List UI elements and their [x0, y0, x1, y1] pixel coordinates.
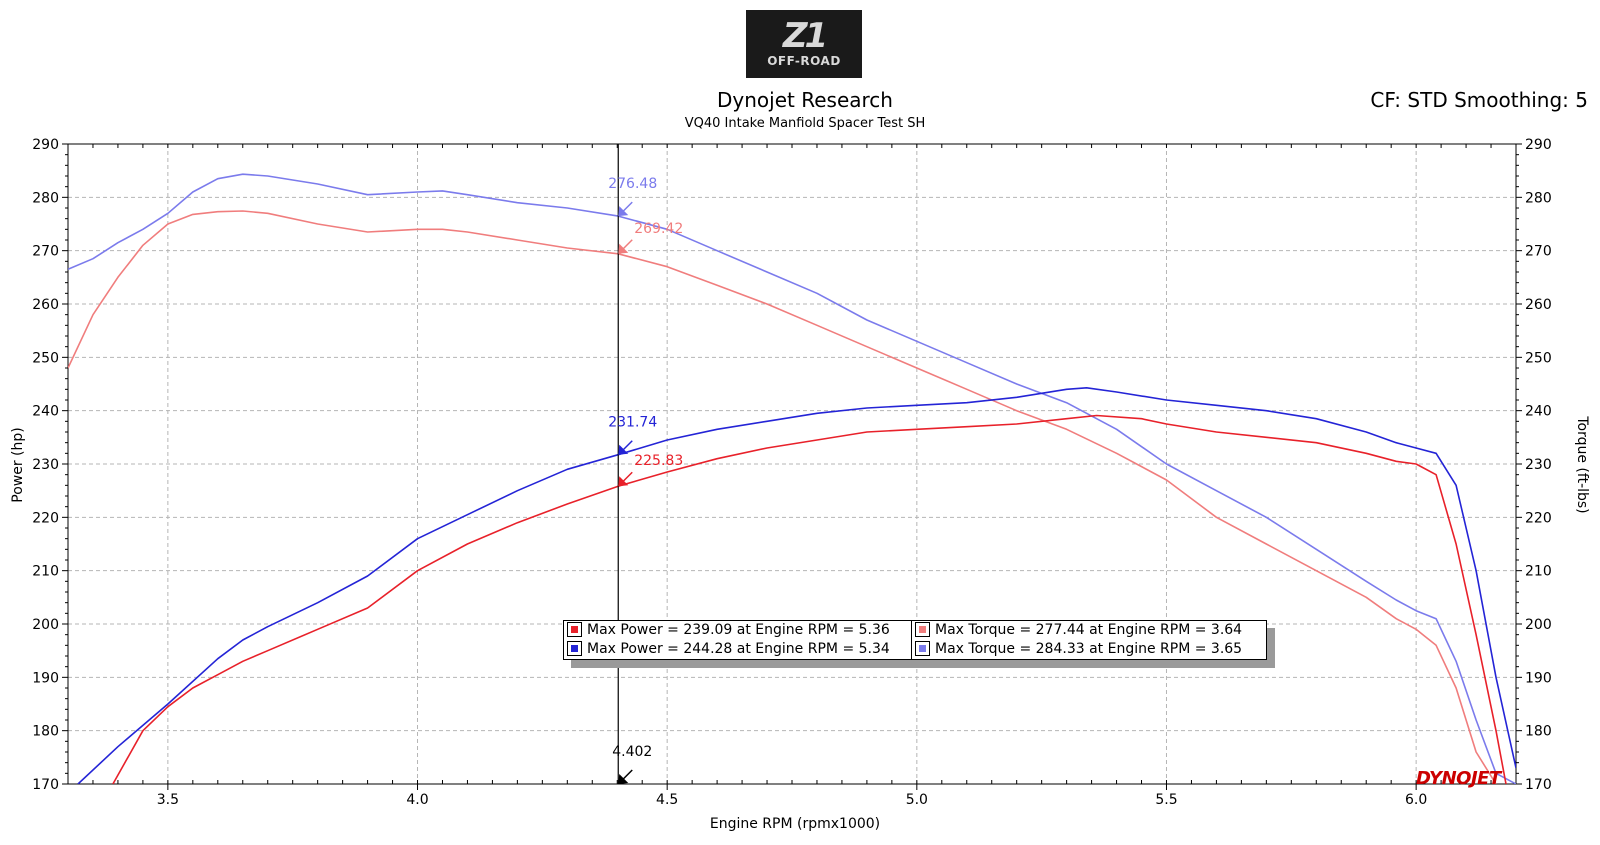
- legend-swatch-fill: [571, 625, 578, 633]
- y2-tick-label: 290: [1525, 137, 1552, 153]
- series-line-torque-red: [68, 210, 1497, 784]
- series-line-torque-blue: [68, 173, 1516, 784]
- y2-tick-label: 200: [1525, 617, 1552, 633]
- chart-subtitle: VQ40 Intake Manfiold Spacer Test SH: [684, 116, 926, 131]
- cursor-arrow-head: [618, 206, 629, 217]
- y2-tick-label: 210: [1525, 564, 1552, 580]
- y-tick-label: 270: [32, 244, 59, 260]
- x-tick-label: 4.5: [656, 792, 678, 808]
- chart-title: Dynojet Research: [717, 88, 893, 112]
- logo-subtext: OFF-ROAD: [767, 54, 841, 68]
- legend-text: Max Power = 244.28 at Engine RPM = 5.34: [587, 641, 890, 657]
- legend-swatch: [915, 621, 930, 637]
- plot-frame: [67, 143, 1517, 785]
- y-axis-label-right: Torque (ft-lbs): [1574, 415, 1590, 513]
- series-line-power-red: [112, 414, 1507, 784]
- y-tick-label: 190: [32, 670, 59, 686]
- legend-swatch-fill: [919, 644, 926, 652]
- cursor-arrow-head: [618, 774, 629, 784]
- grid: [68, 144, 1516, 784]
- cursor-layer: 276.48 269.42 231.74 225.83 4.402: [608, 144, 683, 784]
- legend-text: Max Torque = 284.33 at Engine RPM = 3.65: [935, 641, 1243, 657]
- y-tick-label: 240: [32, 404, 59, 420]
- y-axis-label-left: Power (hp): [10, 427, 26, 502]
- legend-divider: [911, 621, 912, 659]
- y-tick-label: 250: [32, 350, 59, 366]
- y2-tick-label: 230: [1525, 457, 1552, 473]
- y2-tick-label: 170: [1525, 777, 1552, 793]
- x-tick-label: 4.0: [406, 792, 428, 808]
- axes: 170 170 180 180 190 190 200 200 210 210 220 220 230 2…: [32, 137, 1551, 808]
- y-tick-label: 170: [32, 777, 59, 793]
- y-tick-label: 290: [32, 137, 59, 153]
- legend-text: Max Power = 239.09 at Engine RPM = 5.36: [587, 622, 890, 638]
- y2-tick-label: 190: [1525, 670, 1552, 686]
- cursor-value-label: 276.48: [608, 176, 657, 192]
- legend-swatch-fill: [919, 625, 926, 633]
- cursor-arrow-head: [618, 243, 629, 254]
- cursor-arrow-head: [618, 444, 629, 455]
- legend-swatch: [567, 621, 582, 637]
- y-tick-label: 220: [32, 510, 59, 526]
- legend-item: Max Power = 239.09 at Engine RPM = 5.36: [564, 621, 890, 640]
- cursor-value-label: 231.74: [608, 415, 657, 431]
- x-tick-label: 5.5: [1155, 792, 1177, 808]
- y2-tick-label: 270: [1525, 244, 1552, 260]
- x-tick-label: 3.5: [157, 792, 179, 808]
- legend-item: Max Torque = 284.33 at Engine RPM = 3.65: [912, 640, 1242, 659]
- y2-tick-label: 220: [1525, 510, 1552, 526]
- y-tick-label: 230: [32, 457, 59, 473]
- y2-tick-label: 260: [1525, 297, 1552, 313]
- dynojet-logo: DYNOJET: [1416, 768, 1501, 789]
- y-tick-label: 280: [32, 190, 59, 206]
- y2-tick-label: 180: [1525, 724, 1552, 740]
- cursor-value-label: 225.83: [634, 453, 683, 469]
- series-layer: [68, 173, 1516, 784]
- logo-mark: Z1: [782, 16, 828, 56]
- legend-item: Max Torque = 277.44 at Engine RPM = 3.64: [912, 621, 1242, 640]
- x-tick-label: 6.0: [1405, 792, 1427, 808]
- y2-tick-label: 280: [1525, 190, 1552, 206]
- cursor-x-label: 4.402: [612, 744, 652, 760]
- cursor-value-label: 269.42: [634, 221, 683, 237]
- y-tick-label: 180: [32, 724, 59, 740]
- legend-swatch: [567, 640, 582, 656]
- series-line-power-blue: [77, 387, 1516, 784]
- legend-text: Max Torque = 277.44 at Engine RPM = 3.64: [935, 622, 1243, 638]
- legend-swatch: [915, 640, 930, 656]
- y-tick-label: 200: [32, 617, 59, 633]
- cursor-arrow-head: [618, 476, 629, 487]
- y-tick-label: 260: [32, 297, 59, 313]
- x-axis-label: Engine RPM (rpmx1000): [710, 816, 880, 832]
- legend: Max Power = 239.09 at Engine RPM = 5.36 …: [563, 620, 1267, 660]
- legend-swatch-fill: [571, 644, 578, 652]
- y2-tick-label: 240: [1525, 404, 1552, 420]
- y-tick-label: 210: [32, 564, 59, 580]
- y2-tick-label: 250: [1525, 350, 1552, 366]
- correction-factor-info: CF: STD Smoothing: 5: [1370, 88, 1588, 112]
- x-tick-label: 5.0: [906, 792, 928, 808]
- legend-item: Max Power = 244.28 at Engine RPM = 5.34: [564, 640, 890, 659]
- z1-offroad-logo: Z1 OFF-ROAD: [746, 10, 862, 78]
